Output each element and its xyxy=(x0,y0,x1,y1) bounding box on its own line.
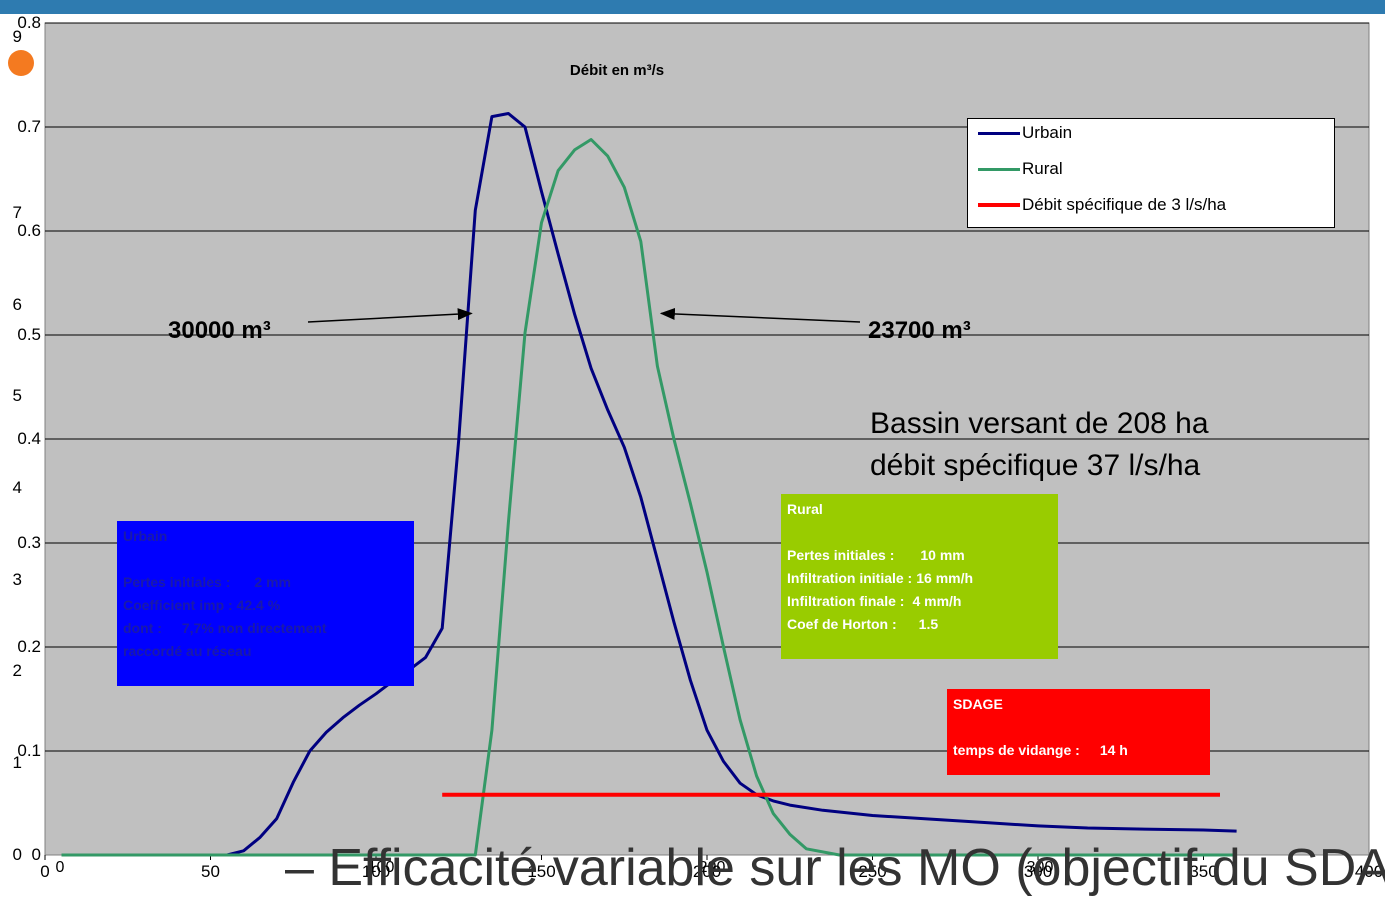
chart-title: Débit en m³/s xyxy=(570,62,664,79)
rural-row-label: Pertes initiales : xyxy=(787,547,895,563)
sdage-row-label: temps de vidange : xyxy=(953,742,1080,758)
annotation-arrow xyxy=(307,308,473,323)
rural-row-value: 4 mm/h xyxy=(912,593,962,609)
background-x-tick: 200 xyxy=(699,859,726,876)
sdage-row-value: 14 h xyxy=(1099,742,1128,758)
background-y-tick: 7 xyxy=(13,203,22,222)
series-line-rural xyxy=(61,138,1237,857)
urbain-row-label: Coefficient imp : 42.4 % xyxy=(123,597,281,613)
legend-item-urbain: Urbain xyxy=(978,123,1072,143)
bassin-info-line-1: Bassin versant de 208 ha xyxy=(870,407,1209,440)
legend-label-specifique: Débit spécifique de 3 l/s/ha xyxy=(1022,195,1227,214)
x-tick-label: 100 xyxy=(362,862,390,881)
y-tick-label: 0.3 xyxy=(17,533,41,552)
background-y-tick: 2 xyxy=(13,661,22,680)
urbain-row-label: Pertes initiales : xyxy=(123,574,231,590)
volume-annotation: 30000 m³ xyxy=(168,317,271,344)
background-x-tick: 300 xyxy=(1027,859,1054,876)
rural-row-label: Coef de Horton : xyxy=(787,616,897,632)
urbain-row-value: 7,7% non directement xyxy=(181,620,327,636)
background-y-tick: 5 xyxy=(13,386,22,405)
background-y-tick: 6 xyxy=(13,295,22,314)
rural-row-value: 16 mm/h xyxy=(916,570,974,586)
legend-swatch-urbain xyxy=(978,131,1020,135)
annotations: 30000 m³ 23700 m³ xyxy=(168,307,971,344)
y-tick-label: 0 xyxy=(32,845,41,864)
rural-row: Infiltration finale : 4 mm/h xyxy=(787,590,1052,613)
rural-row-value: 10 mm xyxy=(920,547,965,563)
series-lines xyxy=(61,112,1237,857)
y-tick-label: 0.7 xyxy=(17,117,41,136)
background-y-tick: 3 xyxy=(13,570,22,589)
urbain-row-label: raccordé au réseau xyxy=(123,643,252,659)
background-y-tick: 0 xyxy=(13,845,22,864)
y-tick-labels: 0 0.1 0.2 0.3 0.4 0.5 0.6 0.7 0.8 xyxy=(17,13,41,864)
y-tick-label: 0.8 xyxy=(17,13,41,32)
urbain-row: Coefficient imp : 42.4 % xyxy=(123,594,408,617)
background-slide-text: – Efficacité variable sur les MO (object… xyxy=(285,839,1385,897)
background-x-tick: 0 xyxy=(56,859,65,876)
background-x-tick: 100 xyxy=(368,859,395,876)
sdage-box: SDAGE temps de vidange : 14 h xyxy=(947,689,1210,775)
volume-annotation: 23700 m³ xyxy=(868,317,971,344)
legend-label-rural: Rural xyxy=(1022,159,1063,178)
x-tick-label: 150 xyxy=(527,862,555,881)
sdage-row: temps de vidange : 14 h xyxy=(953,739,1204,762)
background-y-tick: 1 xyxy=(13,753,22,772)
x-tick-label: 400 xyxy=(1355,862,1383,881)
legend-swatch-specifique xyxy=(978,203,1020,207)
background-y-tick: 9 xyxy=(13,27,22,46)
y-tick-label: 0.1 xyxy=(17,741,41,760)
rural-row-label: Infiltration initiale : xyxy=(787,570,913,586)
background-y-tick: 4 xyxy=(13,478,22,497)
annotation-arrow xyxy=(659,307,861,323)
x-tick-labels: 0 50 100 150 200 250 300 350 400 xyxy=(40,855,1383,881)
legend-item-rural: Rural xyxy=(978,159,1063,179)
urbain-row-value: 2 mm xyxy=(254,574,291,590)
urbain-row-label: dont : xyxy=(123,620,162,636)
urbain-row: Pertes initiales : 2 mm xyxy=(123,571,408,594)
urbain-parameters-box: Urbain Pertes initiales : 2 mm Coefficien… xyxy=(117,521,414,686)
rural-row-value: 1.5 xyxy=(918,616,939,632)
rural-row: Pertes initiales : 10 mm xyxy=(787,544,1052,567)
urbain-row: raccordé au réseau xyxy=(123,640,408,663)
chart-legend: Urbain Rural Débit spécifique de 3 l/s/h… xyxy=(967,118,1335,228)
legend-item-specifique: Débit spécifique de 3 l/s/ha xyxy=(978,195,1226,215)
rural-box-title: Rural xyxy=(787,501,823,517)
series-line-urbain xyxy=(61,112,1237,857)
y-tick-label: 0.4 xyxy=(17,429,41,448)
sdage-box-title: SDAGE xyxy=(953,696,1003,712)
slide-header-bar xyxy=(0,0,1385,14)
y-tick-label: 0.2 xyxy=(17,637,41,656)
bullet-icon xyxy=(8,50,34,76)
urbain-box-title: Urbain xyxy=(123,528,168,544)
legend-swatch-rural xyxy=(978,167,1020,171)
rural-parameters-box: Rural Pertes initiales : 10 mm Infiltrati… xyxy=(781,494,1058,659)
rural-row-label: Infiltration finale : xyxy=(787,593,905,609)
y-tick-label: 0.6 xyxy=(17,221,41,240)
rural-row: Infiltration initiale :16 mm/h xyxy=(787,567,1052,590)
urbain-row: dont : 7,7% non directement xyxy=(123,617,408,640)
rural-row: Coef de Horton : 1.5 xyxy=(787,613,1052,636)
bassin-info-line-2: débit spécifique 37 l/s/ha xyxy=(870,449,1201,482)
y-tick-label: 0.5 xyxy=(17,325,41,344)
x-tick-label: 350 xyxy=(1189,862,1217,881)
bassin-info: Bassin versant de 208 ha débit spécifiqu… xyxy=(870,403,1209,487)
x-tick-label: 300 xyxy=(1024,862,1052,881)
legend-label-urbain: Urbain xyxy=(1022,123,1073,142)
x-tick-label: 200 xyxy=(693,862,721,881)
x-tick-label: 50 xyxy=(201,862,220,881)
x-tick-label: 0 xyxy=(40,862,49,881)
x-tick-label: 250 xyxy=(858,862,886,881)
